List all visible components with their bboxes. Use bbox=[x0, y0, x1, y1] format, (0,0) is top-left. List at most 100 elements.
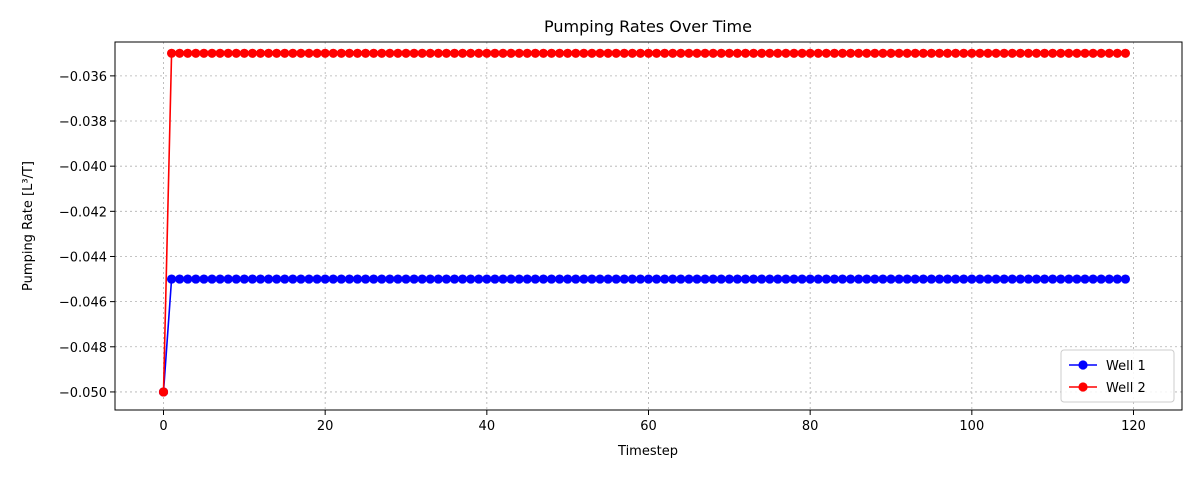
data-point-well-2 bbox=[1096, 48, 1106, 58]
data-point-well-2 bbox=[1039, 48, 1050, 58]
y-axis-title: Pumping Rate [L³/T] bbox=[21, 161, 36, 291]
data-point-well-1 bbox=[1096, 274, 1106, 284]
legend-swatch-marker bbox=[1078, 382, 1088, 392]
data-point-well-1 bbox=[336, 274, 346, 284]
x-axis-title: Timestep bbox=[617, 444, 678, 459]
data-point-well-2 bbox=[643, 48, 654, 58]
data-point-well-2 bbox=[272, 48, 282, 58]
data-point-well-1 bbox=[611, 274, 621, 284]
data-point-well-2 bbox=[288, 48, 298, 58]
data-point-well-1 bbox=[757, 274, 767, 284]
data-point-well-2 bbox=[490, 48, 500, 58]
data-point-well-2 bbox=[409, 48, 419, 58]
data-point-well-1 bbox=[175, 274, 185, 284]
data-point-well-2 bbox=[676, 48, 686, 58]
data-point-well-2 bbox=[166, 48, 177, 58]
data-point-well-2 bbox=[668, 48, 678, 58]
data-point-well-2 bbox=[716, 48, 726, 58]
data-point-well-1 bbox=[983, 274, 993, 284]
x-tick-label: 0 bbox=[159, 419, 167, 434]
data-point-well-1 bbox=[603, 274, 613, 284]
data-point-well-1 bbox=[312, 274, 322, 284]
y-tick-label: −0.050 bbox=[59, 386, 107, 401]
data-point-well-2 bbox=[344, 48, 355, 58]
data-point-well-2 bbox=[191, 48, 201, 58]
data-point-well-1 bbox=[651, 274, 662, 284]
chart-title: Pumping Rates Over Time bbox=[544, 17, 752, 36]
y-tick-label: −0.038 bbox=[59, 115, 107, 130]
data-point-well-1 bbox=[829, 274, 840, 284]
data-point-well-1 bbox=[1088, 274, 1098, 284]
data-point-well-1 bbox=[700, 274, 710, 284]
data-point-well-2 bbox=[530, 48, 540, 58]
data-point-well-1 bbox=[166, 274, 177, 284]
x-tick-label: 60 bbox=[640, 419, 657, 434]
data-point-well-2 bbox=[417, 48, 427, 58]
data-point-well-2 bbox=[304, 48, 314, 58]
data-point-well-1 bbox=[1112, 274, 1122, 284]
data-point-well-1 bbox=[1031, 274, 1042, 284]
data-point-well-1 bbox=[474, 274, 484, 284]
data-point-well-1 bbox=[490, 274, 500, 284]
data-point-well-1 bbox=[320, 274, 330, 284]
data-point-well-1 bbox=[999, 274, 1009, 284]
data-point-well-1 bbox=[1104, 274, 1114, 284]
data-point-well-1 bbox=[894, 274, 904, 284]
data-point-well-2 bbox=[199, 48, 209, 58]
data-point-well-2 bbox=[457, 48, 468, 58]
data-point-well-2 bbox=[732, 48, 743, 58]
data-point-well-1 bbox=[514, 274, 524, 284]
data-point-well-2 bbox=[603, 48, 613, 58]
data-point-well-1 bbox=[587, 274, 597, 284]
data-point-well-1 bbox=[223, 274, 233, 284]
data-point-well-2 bbox=[207, 48, 217, 58]
data-point-well-1 bbox=[579, 274, 589, 284]
data-point-well-2 bbox=[740, 48, 751, 58]
data-point-well-1 bbox=[352, 274, 363, 284]
data-point-well-1 bbox=[813, 274, 823, 284]
data-point-well-1 bbox=[239, 274, 249, 284]
legend-box bbox=[1060, 349, 1175, 403]
data-point-well-2 bbox=[781, 48, 791, 58]
series-line-well-2 bbox=[162, 52, 1126, 392]
data-point-well-1 bbox=[1080, 274, 1090, 284]
data-point-well-1 bbox=[199, 274, 209, 284]
data-point-well-1 bbox=[878, 274, 888, 284]
data-point-well-1 bbox=[886, 274, 896, 284]
data-point-well-1 bbox=[393, 274, 403, 284]
data-point-well-1 bbox=[635, 274, 646, 284]
x-tick-label: 20 bbox=[317, 419, 334, 434]
data-point-well-1 bbox=[837, 274, 848, 284]
data-point-well-1 bbox=[676, 274, 686, 284]
series-line-well-1 bbox=[162, 278, 1126, 392]
data-point-well-2 bbox=[611, 48, 621, 58]
data-point-well-1 bbox=[724, 274, 734, 284]
data-point-well-2 bbox=[724, 48, 734, 58]
data-point-well-2 bbox=[546, 48, 557, 58]
y-tick-label: −0.042 bbox=[59, 205, 107, 220]
data-point-well-1 bbox=[498, 274, 508, 284]
y-tick-label: −0.048 bbox=[59, 341, 107, 356]
data-point-well-1 bbox=[554, 274, 565, 284]
data-point-well-2 bbox=[813, 48, 823, 58]
data-point-well-1 bbox=[854, 274, 864, 284]
series-well-2 bbox=[158, 48, 1131, 397]
data-point-well-1 bbox=[401, 274, 411, 284]
data-point-well-2 bbox=[554, 48, 565, 58]
data-point-well-2 bbox=[385, 48, 395, 58]
data-point-well-2 bbox=[967, 48, 977, 58]
data-point-well-1 bbox=[466, 274, 476, 284]
data-point-well-2 bbox=[894, 48, 904, 58]
data-point-well-2 bbox=[571, 48, 581, 58]
data-point-well-1 bbox=[1056, 274, 1066, 284]
data-point-well-2 bbox=[837, 48, 848, 58]
data-point-well-1 bbox=[643, 274, 654, 284]
data-point-well-1 bbox=[369, 274, 379, 284]
data-point-well-1 bbox=[417, 274, 427, 284]
data-point-well-1 bbox=[959, 274, 969, 284]
data-point-well-2 bbox=[1088, 48, 1098, 58]
data-point-well-1 bbox=[1039, 274, 1050, 284]
data-point-well-2 bbox=[870, 48, 880, 58]
data-point-well-1 bbox=[457, 274, 468, 284]
